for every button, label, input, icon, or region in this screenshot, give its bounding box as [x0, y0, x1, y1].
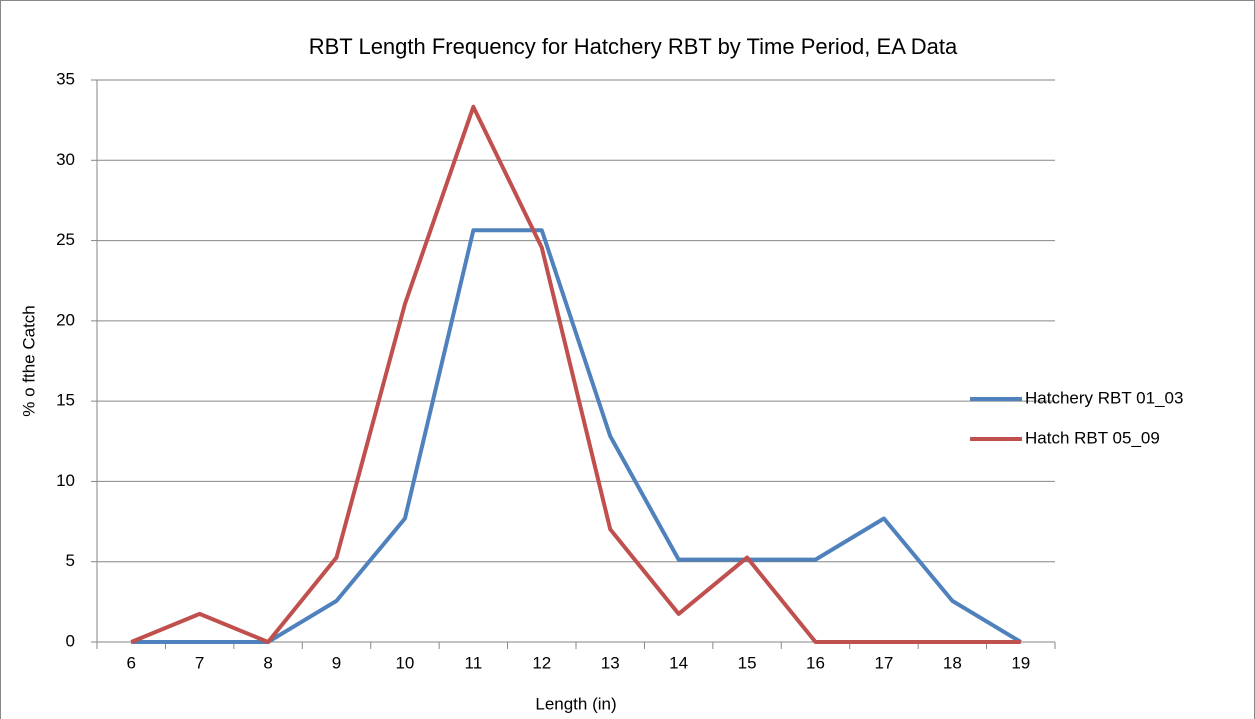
x-tick-label: 6 — [126, 653, 135, 672]
legend-label: Hatchery RBT 01_03 — [1025, 388, 1183, 407]
y-tick-label: 35 — [56, 69, 75, 88]
x-tick-label: 8 — [263, 653, 272, 672]
y-tick-label: 15 — [56, 391, 75, 410]
chart-title: RBT Length Frequency for Hatchery RBT by… — [309, 34, 958, 59]
y-axis-label: % o fthe Catch — [19, 305, 38, 417]
x-tick-label: 7 — [195, 653, 204, 672]
x-tick-label: 17 — [874, 653, 893, 672]
y-tick-label: 20 — [56, 310, 75, 329]
x-tick-label: 18 — [943, 653, 962, 672]
x-tick-label: 11 — [465, 653, 483, 672]
x-tick-label: 16 — [806, 653, 825, 672]
x-tick-label: 13 — [601, 653, 620, 672]
y-tick-label: 30 — [56, 150, 75, 169]
x-tick-label: 10 — [395, 653, 414, 672]
x-tick-label: 19 — [1011, 653, 1030, 672]
y-tick-label: 5 — [66, 551, 75, 570]
x-tick-label: 9 — [332, 653, 341, 672]
x-tick-label: 14 — [669, 653, 688, 672]
x-axis-label: Length (in) — [535, 694, 616, 713]
y-tick-label: 25 — [56, 230, 75, 249]
series-line — [130, 104, 1021, 644]
y-tick-label: 0 — [66, 631, 75, 650]
x-tick-label: 15 — [738, 653, 757, 672]
legend-label: Hatch RBT 05_09 — [1025, 428, 1160, 447]
series-line — [131, 228, 1022, 644]
y-tick-label: 10 — [56, 471, 75, 490]
x-tick-label: 12 — [532, 653, 551, 672]
